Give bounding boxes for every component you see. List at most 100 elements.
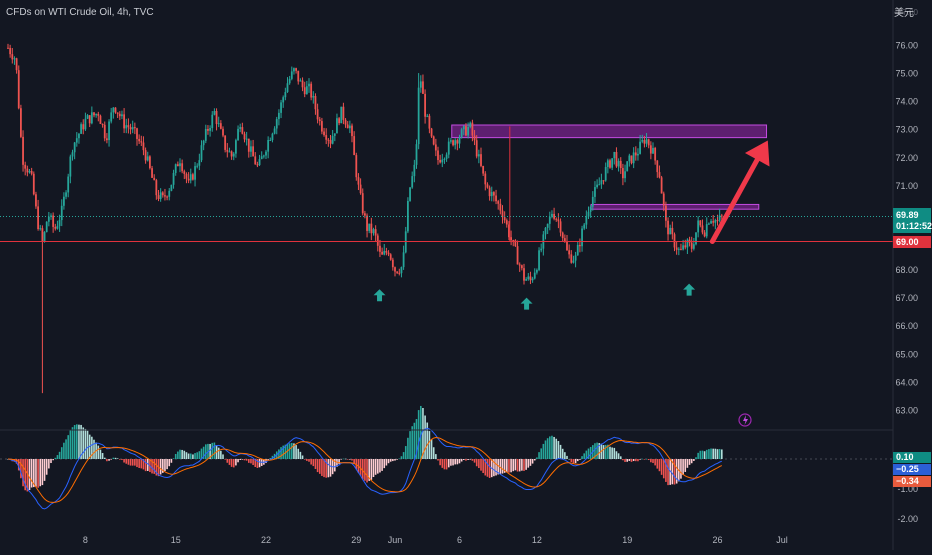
macd-histogram-bar [235, 459, 237, 466]
macd-histogram-bar [529, 459, 532, 466]
candle-body [164, 195, 166, 197]
candle-body [20, 108, 22, 137]
candle-body [37, 206, 39, 230]
candle-body [99, 115, 102, 124]
candle-body [690, 242, 693, 249]
macd-histogram-bar [222, 454, 224, 459]
macd-histogram-bar [239, 459, 241, 460]
macd-histogram-bar [321, 459, 323, 476]
macd-histogram-bar [465, 459, 467, 461]
candle-body [348, 125, 351, 129]
macd-histogram-bar [708, 449, 710, 459]
candle-body [540, 248, 543, 251]
candle-body [314, 96, 317, 110]
candle-body [434, 144, 437, 151]
candle-body [563, 238, 566, 242]
bar-countdown: 01:12:52 [896, 221, 932, 231]
macd-histogram-bar [278, 449, 280, 459]
axes: 76.0075.0074.0073.0072.0071.0070.0069.00… [83, 8, 919, 545]
candle-body [652, 147, 654, 154]
candle-body [501, 210, 504, 218]
macd-histogram-bar [437, 459, 439, 461]
candle-body [413, 164, 416, 177]
candle-body [32, 173, 35, 195]
macd-histogram-bar [521, 459, 523, 471]
candle-body [576, 244, 579, 256]
macd-histogram-bar [280, 447, 282, 459]
macd-histogram-bar [329, 459, 332, 477]
candle-body [660, 177, 663, 194]
candle-body [41, 228, 44, 242]
candle-body [686, 239, 689, 248]
candle-body [58, 220, 61, 226]
macd-histogram-bar [140, 459, 143, 469]
candle-body [514, 240, 517, 247]
macd-histogram-bar [652, 459, 654, 463]
candle-body [697, 220, 700, 233]
projection-arrow-shaft [709, 157, 760, 244]
candle-body [247, 138, 250, 152]
macd-histogram-bar [364, 459, 366, 481]
macd-histogram-bar [20, 459, 22, 479]
candle-body [626, 161, 629, 172]
macd-histogram-bar [28, 459, 31, 490]
macd-histogram-bar [170, 459, 173, 463]
macd-histogram-bar [230, 459, 233, 467]
candle-body [665, 205, 667, 221]
candle-body [157, 195, 160, 200]
macd-histogram-bar [721, 449, 723, 459]
macd-histogram-bar [381, 459, 383, 471]
candle-body [624, 171, 626, 179]
macd-histogram-bar [179, 449, 181, 459]
candle-body [101, 123, 104, 125]
macd-histogram-bar [389, 459, 392, 462]
macd-histogram-bar [503, 459, 506, 473]
candle-body [701, 225, 704, 233]
macd-histogram-bar [604, 444, 607, 459]
macd-histogram-bar [587, 448, 590, 459]
macd-histogram-bar [488, 459, 491, 478]
macd-histogram-bar [540, 448, 542, 459]
macd-histogram-bar [116, 458, 119, 459]
candle-body [424, 93, 426, 117]
price-tick-label: 65.00 [895, 349, 918, 359]
macd-histogram-bar [241, 459, 244, 460]
macd-histogram-bar [409, 431, 411, 459]
candle-body [224, 135, 227, 150]
candle-body [510, 237, 512, 240]
candle-body [318, 119, 321, 122]
candle-body [56, 225, 59, 229]
candle-body [419, 81, 422, 88]
macd-histogram-bar [368, 459, 370, 481]
macd-histogram-bar [224, 459, 226, 460]
candle-body [680, 248, 682, 250]
macd-histogram-bar [269, 457, 272, 459]
macd-histogram-bar [589, 446, 592, 459]
macd-histogram-bar [686, 459, 689, 468]
candle-body [611, 158, 614, 168]
macd-histogram-bar [544, 440, 547, 459]
macd-histogram-bar [542, 443, 545, 459]
candle-body [692, 244, 695, 249]
candle-body [415, 144, 418, 165]
macd-histogram-bar [220, 450, 222, 459]
macd-histogram-bar [413, 422, 416, 459]
candle-body [452, 140, 454, 146]
candle-body [131, 127, 134, 130]
macd-histogram-bar [682, 459, 684, 476]
candle-body [110, 112, 113, 122]
candle-body [634, 152, 637, 156]
candle-body [484, 173, 487, 185]
macd-histogram-bar [559, 444, 562, 459]
macd-histogram-bar [383, 459, 386, 469]
candle-body [262, 155, 265, 157]
macd-histogram-bar [450, 459, 452, 466]
macd-histogram-bar [308, 459, 310, 462]
candle-body [675, 247, 678, 250]
macd-histogram-bar [351, 459, 353, 461]
price-tick-label: 72.00 [895, 153, 918, 163]
macd-histogram-bar [226, 459, 229, 463]
macd-histogram-bar [572, 459, 575, 464]
